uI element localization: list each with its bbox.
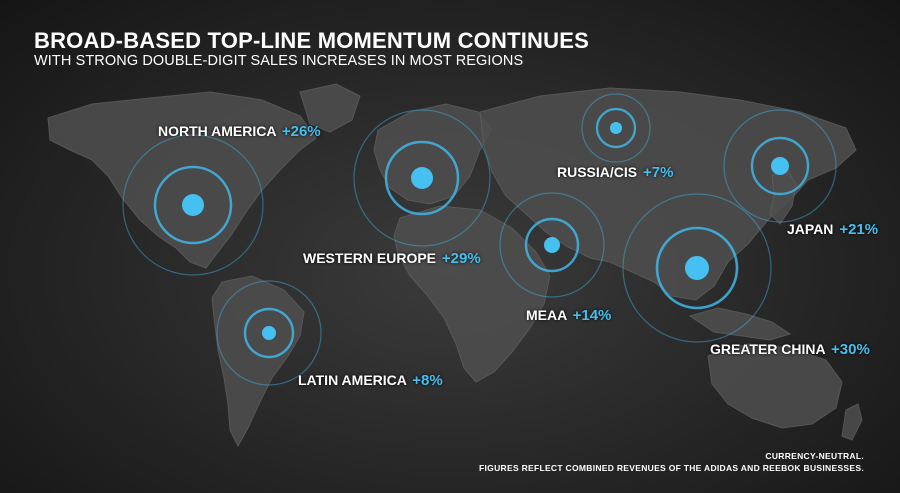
page-subtitle: WITH STRONG DOUBLE-DIGIT SALES INCREASES… [34,53,524,69]
europe-shape [373,103,493,205]
region-name: RUSSIA/CIS [557,164,638,180]
region-growth: +7% [643,164,674,181]
region-label-japan: JAPAN +21% [787,221,878,238]
marker-meaa [499,192,605,298]
ring-inner [524,217,580,273]
ring-outer [122,134,264,276]
footnote-currency: CURRENCY-NEUTRAL. [765,451,864,461]
marker-north-america [122,134,264,276]
ring-outer [581,93,651,163]
marker-greater-china [622,193,772,343]
ring-inner [595,107,637,149]
region-growth: +14% [572,307,612,324]
ring-inner [384,140,460,216]
region-growth: +26% [281,123,321,140]
region-label-north-america: NORTH AMERICA +26% [158,123,321,140]
region-label-greater-china: GREATER CHINA +30% [710,341,870,358]
region-name: JAPAN [787,221,834,237]
page-title: BROAD-BASED TOP-LINE MOMENTUM CONTINUES [34,28,589,53]
region-growth: +29% [441,250,481,267]
region-growth: +30% [831,341,870,358]
region-label-meaa: MEAA +14% [526,307,611,324]
ring-outer [216,280,322,386]
dot [544,237,560,253]
dot [771,157,789,175]
region-label-russia-cis: RUSSIA/CIS +7% [557,164,673,181]
ring-inner [153,165,233,245]
north-america-shape [47,91,317,269]
dot [262,326,276,340]
dot [182,194,204,216]
region-name: WESTERN EUROPE [303,250,437,266]
asia-shape [479,87,857,301]
marker-russia-cis [581,93,651,163]
dot [685,256,709,280]
region-label-latin-america: LATIN AMERICA +8% [298,372,443,389]
region-label-western-europe: WESTERN EUROPE +29% [303,250,481,267]
ring-inner [243,307,295,359]
australia-shape [707,343,843,429]
continents [47,83,863,448]
dot [610,122,622,134]
region-growth: +8% [412,372,443,389]
ring-inner [750,136,810,196]
dot [411,167,433,189]
footnote-figures: FIGURES REFLECT COMBINED REVENUES OF THE… [479,463,864,473]
marker-latin-america [216,280,322,386]
region-name: NORTH AMERICA [158,123,276,139]
ring-outer [723,109,837,223]
ring-inner [655,226,739,310]
ring-outer [622,193,772,343]
ring-outer [353,109,491,247]
region-growth: +21% [839,221,879,238]
africa-shape [393,205,551,383]
region-name: MEAA [526,307,567,323]
region-name: GREATER CHINA [710,341,826,357]
marker-western-europe [353,109,491,247]
ring-outer [499,192,605,298]
indonesia-shape [688,307,792,341]
marker-japan [723,109,837,223]
greenland-shape [299,83,361,133]
south-america-shape [211,275,305,448]
new-zealand-shape [841,403,863,441]
region-name: LATIN AMERICA [298,372,407,388]
